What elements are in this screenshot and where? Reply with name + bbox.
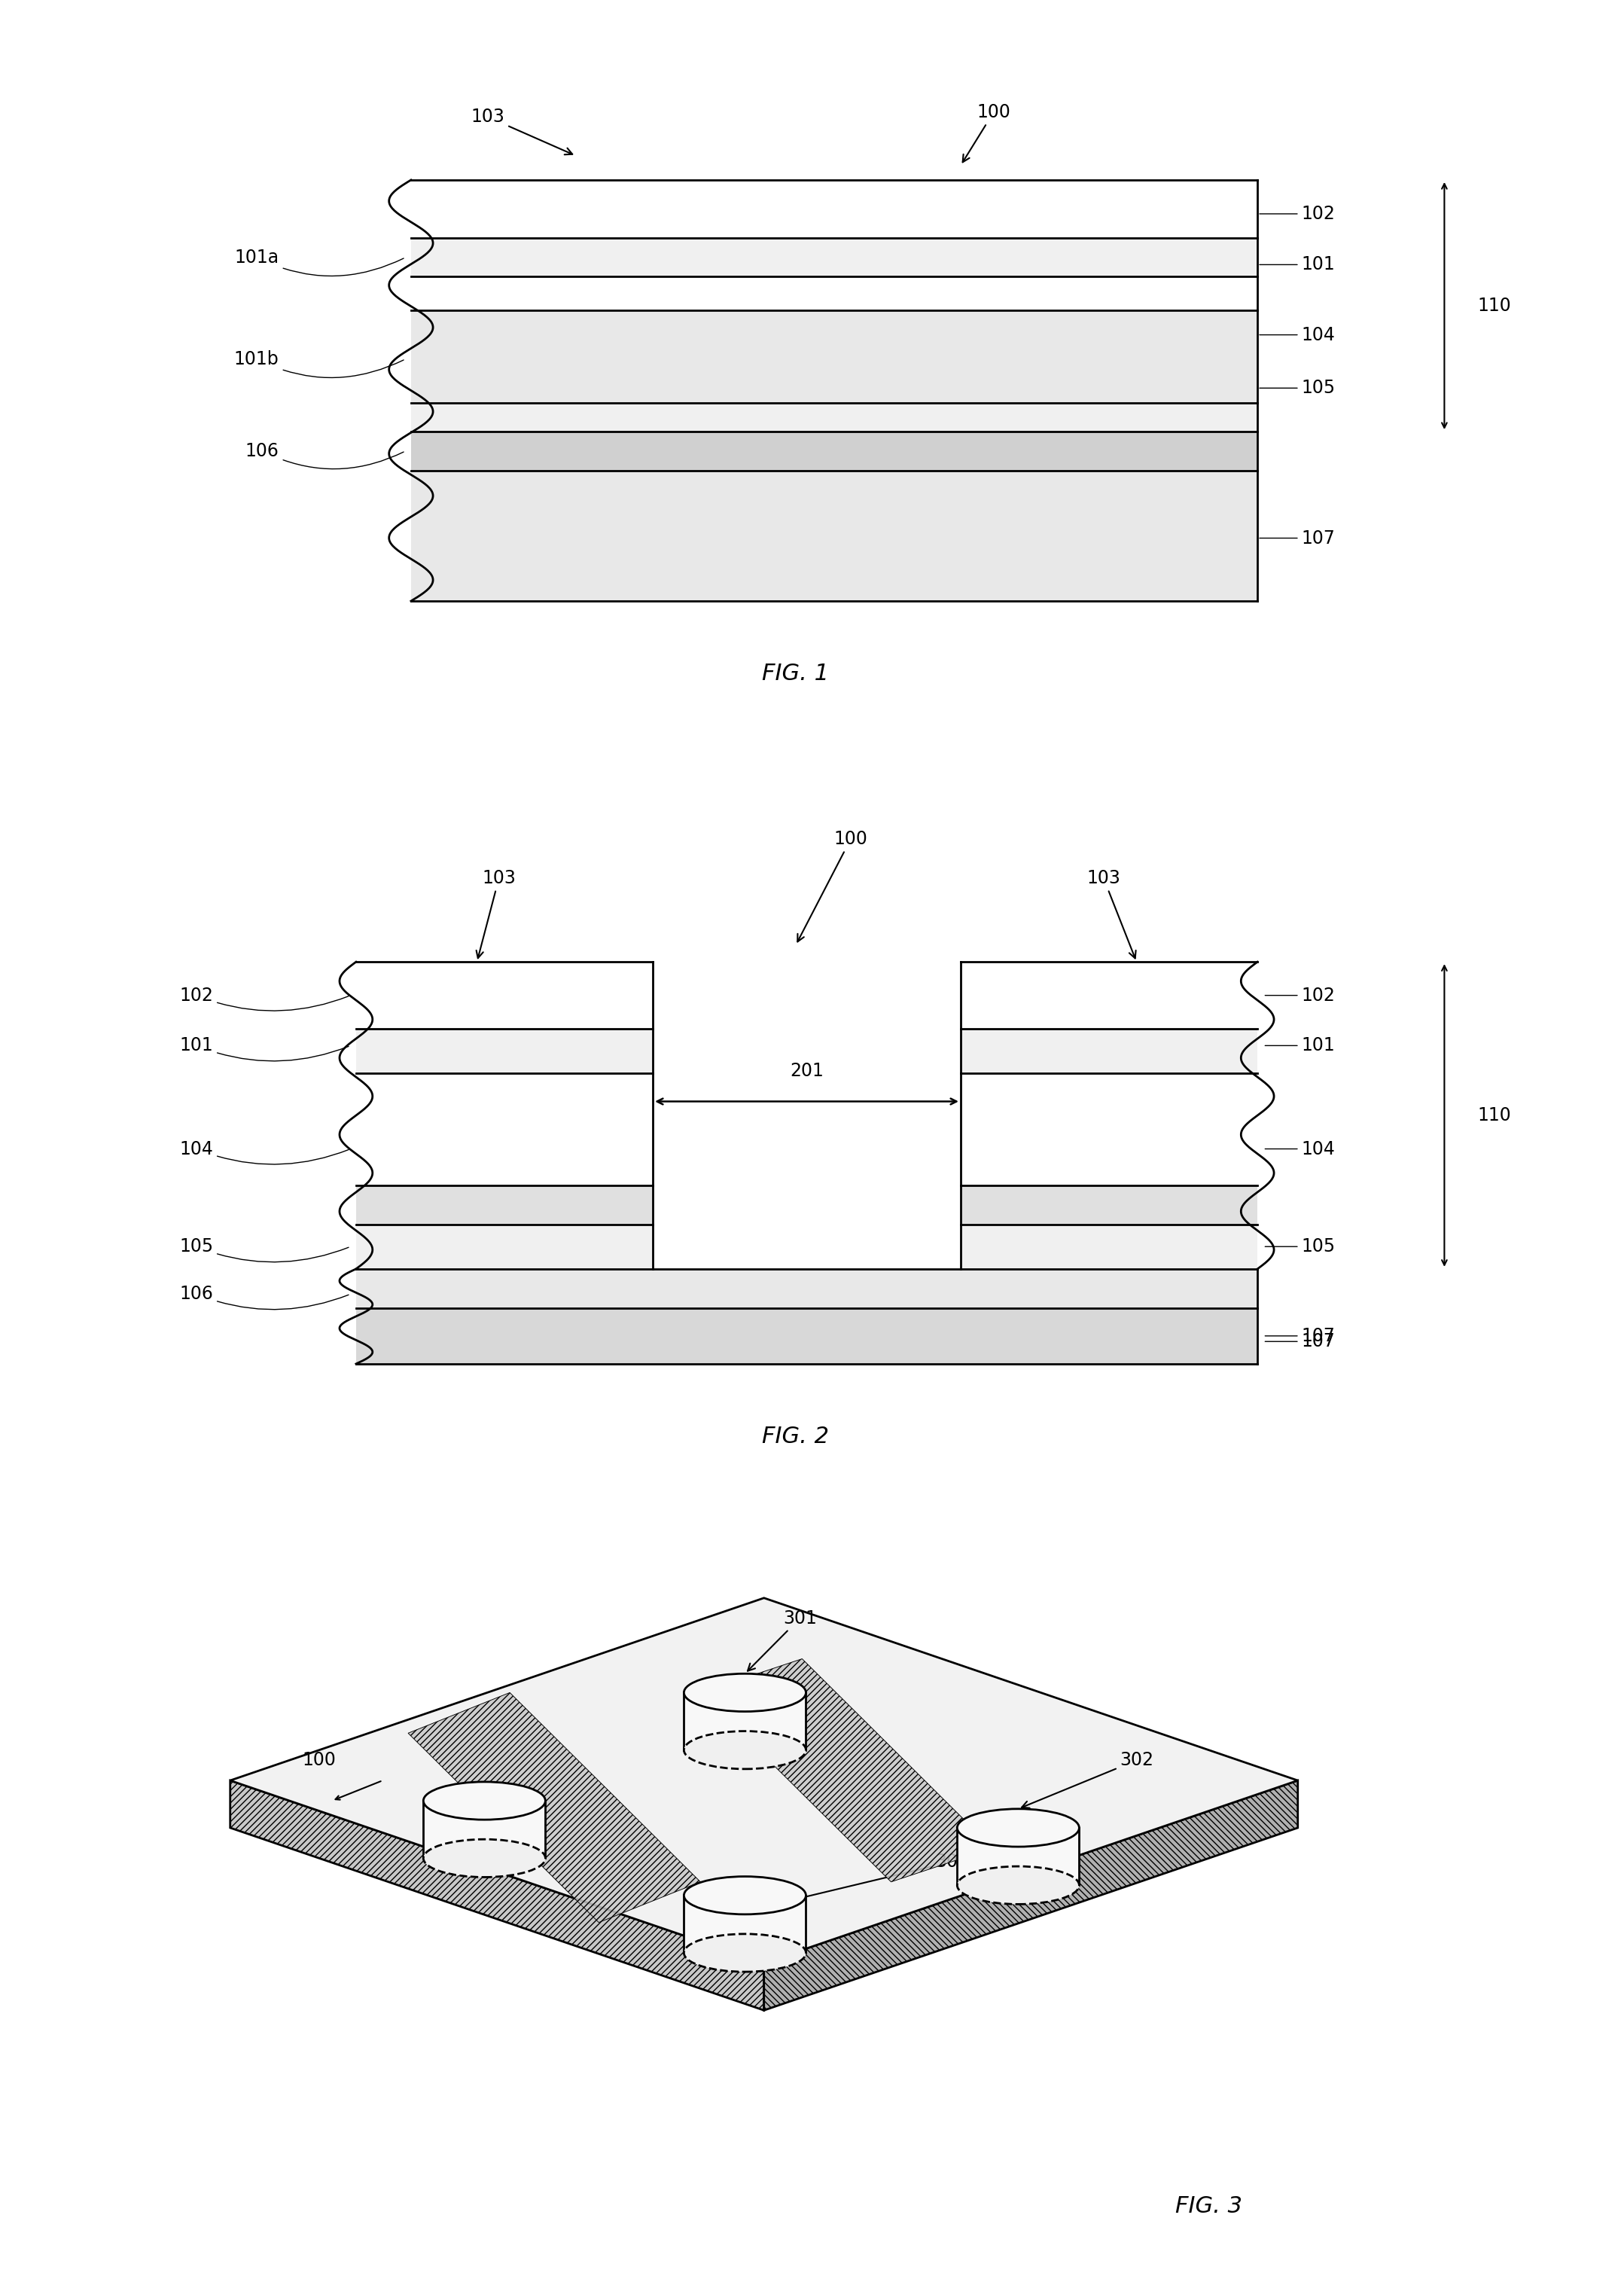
Text: 105: 105 bbox=[1265, 1238, 1335, 1256]
Text: 301: 301 bbox=[747, 1608, 817, 1670]
Bar bbox=[411, 181, 1257, 238]
Text: 110: 110 bbox=[1478, 1107, 1510, 1123]
Bar bbox=[356, 961, 653, 1030]
Bar bbox=[961, 1224, 1257, 1270]
Text: 102: 102 bbox=[1260, 206, 1335, 222]
Polygon shape bbox=[408, 1693, 700, 1922]
Ellipse shape bbox=[684, 1675, 806, 1711]
Bar bbox=[411, 238, 1257, 277]
Polygon shape bbox=[231, 1597, 1298, 1963]
Text: FIG. 1: FIG. 1 bbox=[762, 664, 830, 684]
Ellipse shape bbox=[424, 1782, 546, 1819]
Text: 105: 105 bbox=[1260, 380, 1335, 398]
Ellipse shape bbox=[957, 1810, 1080, 1846]
Text: 106: 106 bbox=[245, 442, 404, 469]
Bar bbox=[424, 1801, 546, 1858]
Polygon shape bbox=[700, 1659, 992, 1881]
Text: 103: 103 bbox=[471, 108, 572, 156]
Text: 104: 104 bbox=[1260, 325, 1335, 343]
Bar bbox=[411, 403, 1257, 432]
Text: 101: 101 bbox=[179, 1036, 349, 1062]
Text: 105: 105 bbox=[179, 1238, 349, 1263]
Bar bbox=[684, 1894, 806, 1954]
Text: 201: 201 bbox=[789, 1062, 823, 1080]
Polygon shape bbox=[231, 1780, 763, 2011]
Bar bbox=[961, 1030, 1257, 1073]
Text: 101b: 101b bbox=[234, 350, 404, 378]
Bar bbox=[356, 1309, 1257, 1364]
Text: FIG. 3: FIG. 3 bbox=[1176, 2196, 1242, 2217]
Ellipse shape bbox=[684, 1876, 806, 1915]
Ellipse shape bbox=[684, 1933, 806, 1972]
Text: FIG. 2: FIG. 2 bbox=[762, 1425, 830, 1448]
Text: 101: 101 bbox=[1265, 1036, 1335, 1055]
Bar bbox=[356, 1224, 653, 1270]
Text: 103: 103 bbox=[1086, 869, 1135, 959]
Bar bbox=[356, 1185, 653, 1224]
Text: 100: 100 bbox=[797, 831, 867, 943]
Bar bbox=[961, 1073, 1257, 1185]
Text: 104: 104 bbox=[1265, 1139, 1335, 1158]
Text: 110: 110 bbox=[1478, 297, 1510, 316]
Text: 103: 103 bbox=[476, 869, 516, 959]
Bar bbox=[961, 1185, 1257, 1224]
Bar bbox=[411, 432, 1257, 471]
Bar bbox=[961, 961, 1257, 1030]
Bar bbox=[356, 1270, 1257, 1309]
Bar bbox=[356, 1030, 653, 1073]
Bar bbox=[356, 1073, 653, 1185]
Text: 101a: 101a bbox=[234, 249, 404, 277]
Text: 106: 106 bbox=[179, 1286, 349, 1309]
Bar bbox=[411, 277, 1257, 311]
Ellipse shape bbox=[424, 1840, 546, 1876]
Bar bbox=[411, 311, 1257, 403]
Text: 102: 102 bbox=[179, 986, 349, 1011]
Text: 100: 100 bbox=[963, 103, 1010, 162]
Ellipse shape bbox=[684, 1732, 806, 1769]
Text: 104: 104 bbox=[179, 1139, 349, 1165]
Bar bbox=[957, 1828, 1080, 1885]
Text: 107: 107 bbox=[1265, 1332, 1335, 1350]
Polygon shape bbox=[763, 1780, 1298, 2011]
Bar bbox=[411, 471, 1257, 602]
Text: 107: 107 bbox=[1260, 529, 1335, 547]
Text: 101: 101 bbox=[1260, 256, 1335, 275]
Text: 100: 100 bbox=[302, 1750, 336, 1769]
Text: 302: 302 bbox=[1021, 1750, 1153, 1808]
Text: 102: 102 bbox=[1265, 986, 1335, 1004]
Ellipse shape bbox=[957, 1867, 1080, 1904]
Text: 107: 107 bbox=[1265, 1327, 1335, 1345]
Text: 30n: 30n bbox=[786, 1853, 970, 1904]
Bar bbox=[684, 1693, 806, 1750]
